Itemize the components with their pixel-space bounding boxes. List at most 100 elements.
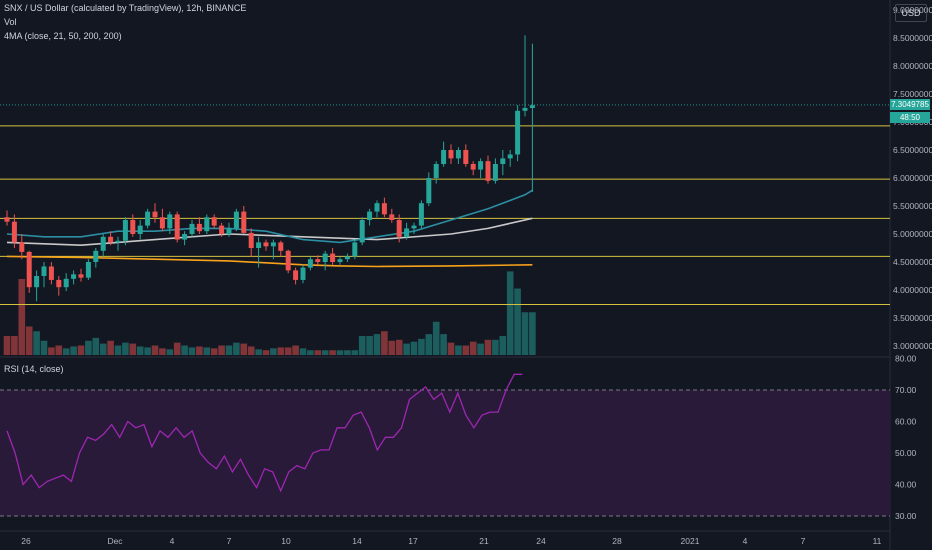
ma21-line [6, 189, 533, 244]
candle-body [330, 253, 336, 262]
time-tick-label: 2021 [681, 536, 700, 546]
candle-body [411, 225, 417, 229]
time-tick-label: 7 [227, 536, 232, 546]
volume-bar [218, 345, 225, 355]
candle [196, 217, 202, 234]
price-tick-label: 5.0000000 [893, 229, 932, 239]
candle-body [219, 225, 225, 234]
volume-bar [255, 349, 262, 355]
candle [34, 270, 40, 302]
candle [478, 158, 484, 178]
candle-body [226, 228, 232, 234]
candle [108, 231, 114, 246]
candle [359, 217, 365, 246]
rsi-tick-label: 30.00 [895, 511, 917, 521]
candle-body [145, 211, 151, 226]
candle-body [344, 256, 350, 260]
volume-bar [25, 326, 33, 355]
volume-bar [107, 340, 114, 355]
candle-body [285, 250, 291, 271]
volume-bar [144, 347, 151, 355]
candle-body [182, 234, 188, 240]
volume-bar [284, 347, 292, 355]
volume-bar [477, 343, 484, 355]
candle [433, 161, 439, 184]
price-tick-label: 7.5000000 [893, 89, 932, 99]
candle [115, 236, 121, 251]
candle-body [189, 223, 195, 234]
price-tick-label: 5.5000000 [893, 201, 932, 211]
candle [204, 214, 210, 234]
candle-body [19, 242, 25, 252]
volume-bar [321, 350, 329, 355]
candle [11, 214, 17, 248]
volume-bar [492, 339, 499, 355]
volume-bar [381, 331, 388, 355]
candle [130, 214, 136, 237]
rsi-tick-label: 80.00 [895, 354, 917, 364]
price-tick-label: 3.0000000 [893, 341, 932, 351]
candle [100, 234, 106, 257]
candle [463, 144, 469, 167]
currency-selector[interactable]: USD [895, 4, 927, 22]
candle-body [78, 274, 84, 278]
candle-body [233, 211, 239, 229]
volume-bar [136, 346, 144, 355]
price-tick-label: 6.5000000 [893, 145, 932, 155]
candle-body [196, 223, 202, 232]
candle-body [463, 150, 469, 164]
time-tick-label: 14 [352, 536, 362, 546]
volume-bar [506, 271, 514, 355]
candle [352, 239, 358, 260]
candle [470, 161, 476, 176]
ma-legend[interactable]: 4MA (close, 21, 50, 200, 200) [4, 31, 122, 41]
candle-body [130, 220, 136, 234]
time-tick-label: Dec [107, 536, 123, 546]
symbol-legend[interactable]: SNX / US Dollar (calculated by TradingVi… [4, 3, 247, 13]
candle [93, 248, 99, 268]
candle-body [263, 242, 269, 247]
price-tick-label: 8.5000000 [893, 33, 932, 43]
candle [78, 268, 84, 282]
time-tick-label: 24 [536, 536, 546, 546]
volume-bar [529, 312, 536, 355]
candle [167, 211, 173, 234]
volume-bar [18, 279, 26, 355]
volume-bar [514, 288, 521, 355]
candle-body [174, 214, 180, 240]
candle [226, 222, 232, 237]
rsi-tick-label: 50.00 [895, 448, 917, 458]
candle-body [470, 164, 476, 170]
candle [4, 210, 10, 226]
candle-body [478, 161, 484, 170]
candle-body [307, 259, 313, 268]
volume-bar [469, 341, 477, 355]
volume-bar [48, 347, 55, 355]
candle-body [500, 158, 506, 164]
volume-bar [40, 340, 48, 355]
volume-bar [395, 339, 403, 355]
volume-bar [307, 350, 314, 355]
candle [344, 253, 350, 262]
candle-body [515, 110, 521, 155]
candle-body [404, 228, 410, 237]
volume-bar [410, 341, 418, 355]
volume-bar [314, 350, 322, 355]
candle [426, 172, 432, 206]
candle-body [278, 242, 284, 251]
candle [263, 239, 269, 251]
candle [270, 239, 276, 260]
candle [522, 35, 528, 117]
rsi-legend[interactable]: RSI (14, close) [4, 364, 64, 374]
candle-body [56, 279, 62, 288]
candle [322, 250, 328, 271]
volume-legend[interactable]: Vol [4, 17, 17, 27]
candle-body [315, 259, 321, 262]
candle-body [389, 214, 395, 220]
candle [145, 208, 151, 229]
volume-bar [33, 331, 40, 355]
volume-bar [196, 346, 203, 355]
volume-bar [122, 342, 129, 355]
candle [515, 105, 521, 162]
